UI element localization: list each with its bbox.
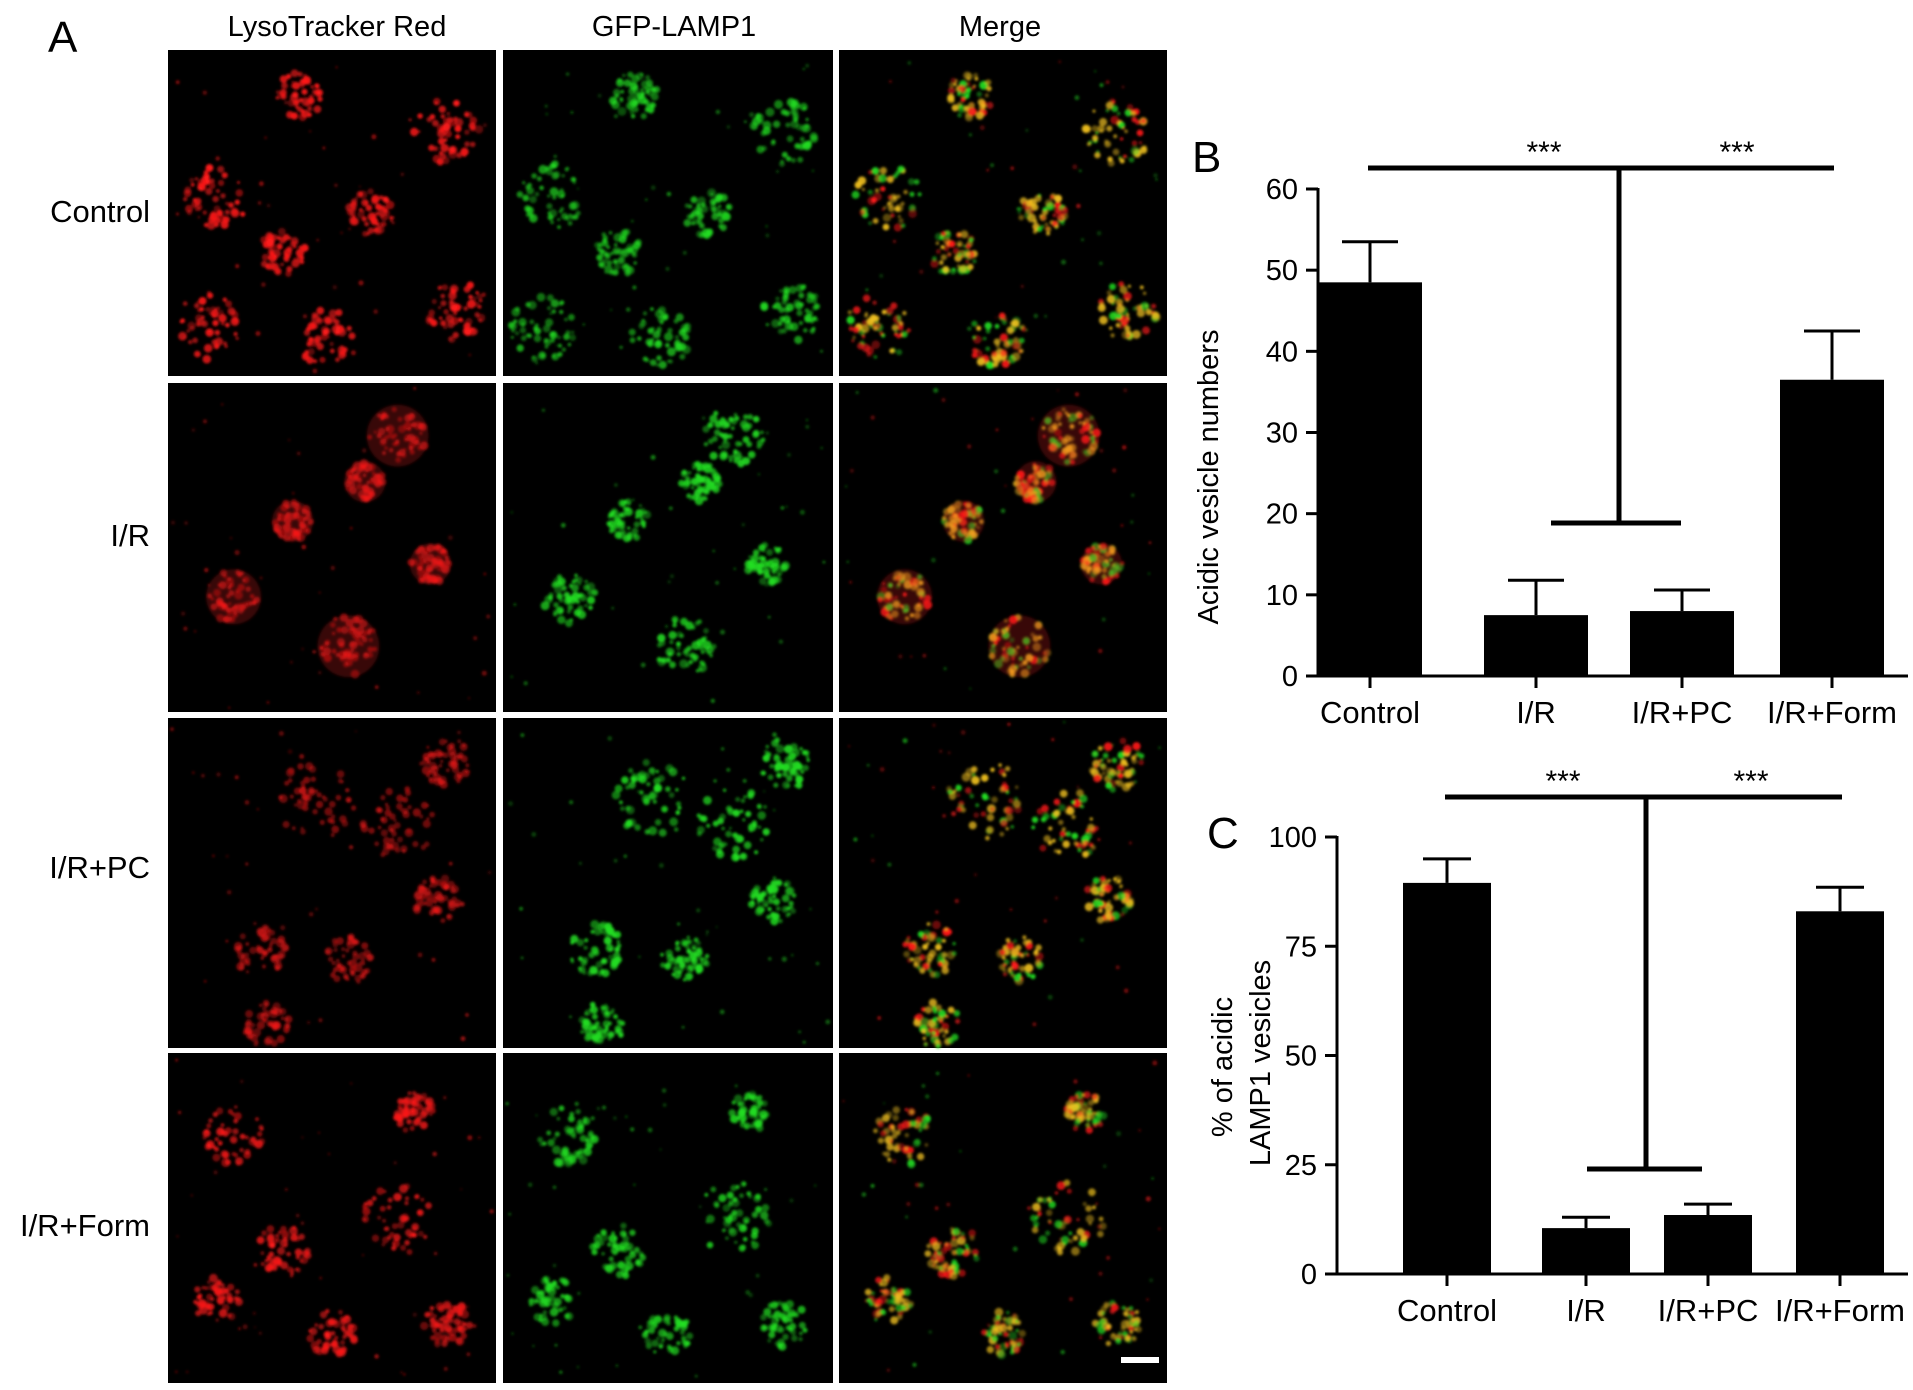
chart-c: C % of acidic LAMP1 vesicles 0 25 50 75 100 C… [1207,765,1908,1328]
y-tick-label: 0 [1282,661,1298,693]
y-tick-label: 100 [1269,822,1317,854]
x-tick-label: I/R [1566,1293,1606,1328]
y-tick-label: 20 [1266,499,1298,531]
x-tick-label: I/R+PC [1632,695,1733,730]
y-tick-label: 50 [1266,255,1298,287]
significance-marker: *** [1526,136,1561,169]
micrograph-control-merge [839,50,1167,376]
fluorescence-signal [175,66,487,374]
x-tick-label: Control [1320,695,1420,730]
y-tick-label: 50 [1285,1041,1317,1073]
micrograph-control-lysotracker [168,50,496,376]
micrograph-ir-gfp-lamp1 [503,383,833,712]
row-label-ir-form: I/R+Form [20,1208,150,1243]
panel-a-micrographs: A LysoTracker Red GFP-LAMP1 Merge Contro… [20,11,1167,1383]
x-tick-label: I/R+PC [1658,1293,1759,1328]
chart-c-y-axis-label-line1: % of acidic [1207,997,1239,1137]
column-header-gfp-lamp1: GFP-LAMP1 [592,11,756,43]
y-tick-label: 0 [1301,1259,1317,1291]
chart-c-y-axis-label: % of acidic LAMP1 vesicles [1207,960,1277,1166]
fluorescence-signal [508,63,823,369]
bar-control [1318,282,1422,676]
x-tick-label: I/R [1516,695,1556,730]
panel-b-label: B [1192,133,1221,182]
fluorescence-signal [508,732,831,1044]
significance-marker: *** [1733,765,1768,798]
panel-a-label: A [48,13,78,62]
fluorescence-signal [842,1060,1161,1372]
bar-i-r-form [1780,379,1884,676]
bar-i-r [1484,615,1588,676]
bar-i-r-pc [1664,1215,1752,1274]
bar-i-r [1542,1228,1630,1274]
bar-control [1403,882,1491,1274]
y-tick-label: 40 [1266,336,1298,368]
micrograph-grid [168,50,1167,1383]
column-header-lysotracker: LysoTracker Red [228,11,447,43]
panel-c-label: C [1207,809,1239,858]
micrograph-control-gfp-lamp1 [503,50,833,376]
significance-marker: *** [1545,765,1580,798]
fluorescence-signal [175,1058,494,1376]
chart-b: B Acidic vesicle numbers 0 10 20 30 40 50 60 Co… [1192,133,1908,730]
micrograph-ir-pc-lysotracker [168,718,496,1048]
micrograph-ir-merge [839,383,1167,712]
fluorescence-signal [170,727,492,1047]
row-label-ir-pc: I/R+PC [49,850,150,885]
x-tick-label: I/R+Form [1775,1293,1905,1328]
scale-bar [1121,1357,1159,1363]
micrograph-ir-form-lysotracker [168,1053,496,1383]
y-tick-label: 60 [1266,174,1298,206]
micrograph-ir-lysotracker [168,383,496,712]
row-label-ir: I/R [110,518,150,553]
x-tick-label: Control [1397,1293,1497,1328]
significance-marker: *** [1719,136,1754,169]
fluorescence-signal [171,386,491,709]
y-tick-label: 10 [1266,580,1298,612]
bar-i-r-form [1796,911,1884,1274]
chart-c-y-axis-label-line2: LAMP1 vesicles [1245,960,1277,1166]
fluorescence-signal [844,387,1152,690]
micrograph-ir-form-gfp-lamp1 [503,1053,833,1383]
fluorescence-signal [846,60,1161,370]
chart-b-y-axis-label: Acidic vesicle numbers [1193,330,1225,625]
micrograph-ir-form-merge [839,1053,1167,1383]
column-header-merge: Merge [959,11,1041,43]
y-tick-label: 75 [1285,931,1317,963]
y-tick-label: 25 [1285,1150,1317,1182]
fluorescence-signal [848,720,1161,1049]
row-label-control: Control [50,194,150,229]
fluorescence-signal [505,1084,817,1378]
micrograph-ir-pc-gfp-lamp1 [503,718,833,1048]
x-tick-label: I/R+Form [1767,695,1897,730]
micrograph-background [503,383,833,712]
fluorescence-signal [510,408,826,704]
y-tick-label: 30 [1266,418,1298,450]
bar-i-r-pc [1630,611,1734,676]
micrograph-ir-pc-merge [839,718,1167,1049]
